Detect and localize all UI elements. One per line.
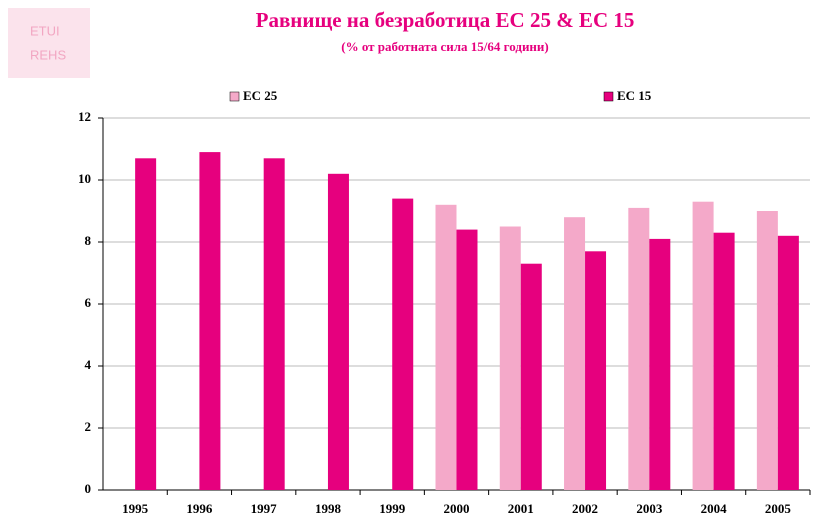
bar (392, 198, 414, 490)
y-tick-label: 6 (85, 295, 92, 310)
x-tick-label: 1999 (379, 501, 406, 516)
x-tick-label: 1997 (251, 501, 278, 516)
y-tick-label: 10 (78, 171, 91, 186)
x-tick-label: 2005 (765, 501, 792, 516)
y-tick-label: 2 (85, 419, 92, 434)
x-tick-label: 2001 (508, 501, 534, 516)
x-tick-label: 2004 (701, 501, 728, 516)
y-tick-label: 8 (85, 233, 92, 248)
legend-label: ЕС 25 (243, 88, 278, 103)
logo-box (8, 8, 90, 78)
x-tick-label: 2003 (636, 501, 663, 516)
x-tick-label: 2000 (444, 501, 470, 516)
bar (456, 229, 478, 490)
bar (327, 173, 349, 491)
x-tick-label: 1996 (186, 501, 213, 516)
bar (713, 232, 735, 490)
bar (692, 201, 714, 490)
chart-subtitle: (% от работната сила 15/64 години) (341, 39, 549, 54)
legend-label: ЕС 15 (617, 88, 652, 103)
bar (263, 158, 285, 491)
y-tick-label: 12 (78, 109, 91, 124)
bar (199, 152, 221, 490)
bar (435, 204, 457, 491)
bar (135, 158, 157, 491)
x-tick-label: 2002 (572, 501, 598, 516)
bar (628, 207, 650, 490)
y-tick-label: 0 (85, 481, 92, 496)
y-tick-label: 4 (85, 357, 92, 372)
x-tick-label: 1995 (122, 501, 149, 516)
x-tick-label: 1998 (315, 501, 342, 516)
bar (520, 263, 542, 490)
bar (756, 211, 778, 490)
logo-text: ETUI (30, 23, 60, 38)
bar (777, 235, 799, 490)
bar (564, 217, 586, 490)
legend-swatch (603, 91, 614, 102)
chart-title: Равнище на безработица ЕС 25 & ЕС 15 (256, 8, 635, 32)
legend-swatch (229, 91, 240, 102)
bar (499, 226, 521, 490)
bar (585, 251, 607, 490)
logo-text: REHS (30, 47, 66, 62)
bar (649, 238, 671, 490)
